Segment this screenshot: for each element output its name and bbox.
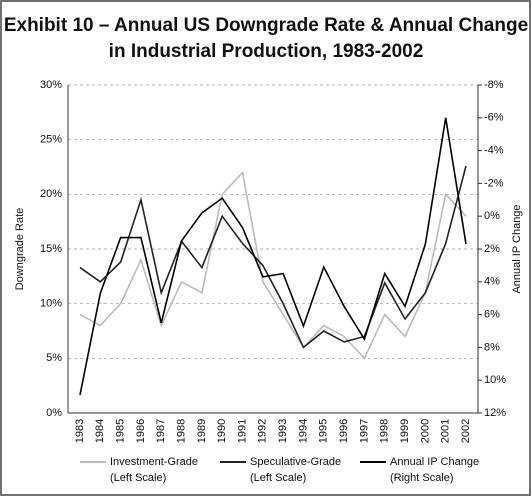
x-tick-label: 1999: [399, 419, 411, 443]
x-tick-label: 1986: [135, 419, 147, 443]
y2-tick-label: 0%: [484, 210, 500, 222]
y2-tick-label: 10%: [484, 374, 506, 386]
x-tick-label: 1996: [338, 419, 350, 443]
y2-tick-label: -8%: [484, 79, 504, 91]
legend-label: Annual IP Change: [390, 456, 479, 468]
series-line: [79, 170, 467, 360]
y-tick-label: 15%: [40, 243, 62, 255]
series-line: [79, 165, 467, 349]
x-tick-label: 2002: [460, 419, 472, 443]
x-tick-label: 1990: [216, 419, 228, 443]
x-tick-label: 1991: [236, 419, 248, 443]
x-tick-label: 1992: [257, 419, 269, 443]
y2-axis-label: Annual IP Change: [511, 204, 523, 293]
legend-label: Speculative-Grade: [250, 456, 341, 468]
chart-title: Exhibit 10 – Annual US Downgrade Rate & …: [4, 15, 528, 36]
y2-tick-label: -4%: [484, 145, 504, 157]
x-tick-label: 1987: [155, 419, 167, 443]
y2-tick-label: 6%: [484, 309, 500, 321]
x-tick-label: 1994: [297, 419, 309, 443]
x-tick-label: 1989: [196, 419, 208, 443]
y2-tick-label: -6%: [484, 112, 504, 124]
y-axis-label: Downgrade Rate: [14, 208, 26, 291]
series-line: [79, 117, 467, 396]
y2-tick-label: 12%: [484, 407, 506, 419]
y-tick-label: 10%: [40, 298, 62, 310]
chart-title: in Industrial Production, 1983-2002: [109, 41, 424, 62]
y-tick-label: 0%: [46, 407, 62, 419]
y2-tick-label: 4%: [484, 276, 500, 288]
y2-tick-label: 8%: [484, 341, 500, 353]
y2-tick-label: 2%: [484, 243, 500, 255]
x-tick-label: 1985: [115, 419, 127, 443]
x-tick-label: 1993: [277, 419, 289, 443]
y-tick-label: 5%: [46, 352, 62, 364]
legend-note: (Right Scale): [390, 472, 454, 484]
y-tick-label: 25%: [40, 134, 62, 146]
legend-note: (Left Scale): [110, 472, 166, 484]
x-tick-label: 2000: [419, 419, 431, 443]
x-tick-label: 1998: [379, 419, 391, 443]
x-tick-label: 2001: [440, 419, 452, 443]
legend-label: Investment-Grade: [110, 456, 198, 468]
y2-tick-label: -2%: [484, 177, 504, 189]
y-tick-label: 20%: [40, 188, 62, 200]
legend-note: (Left Scale): [250, 472, 306, 484]
y-tick-label: 30%: [40, 79, 62, 91]
x-tick-label: 1997: [358, 419, 370, 443]
x-tick-label: 1984: [94, 419, 106, 443]
x-tick-label: 1988: [175, 419, 187, 443]
x-tick-label: 1983: [74, 419, 86, 443]
x-tick-label: 1995: [318, 419, 330, 443]
